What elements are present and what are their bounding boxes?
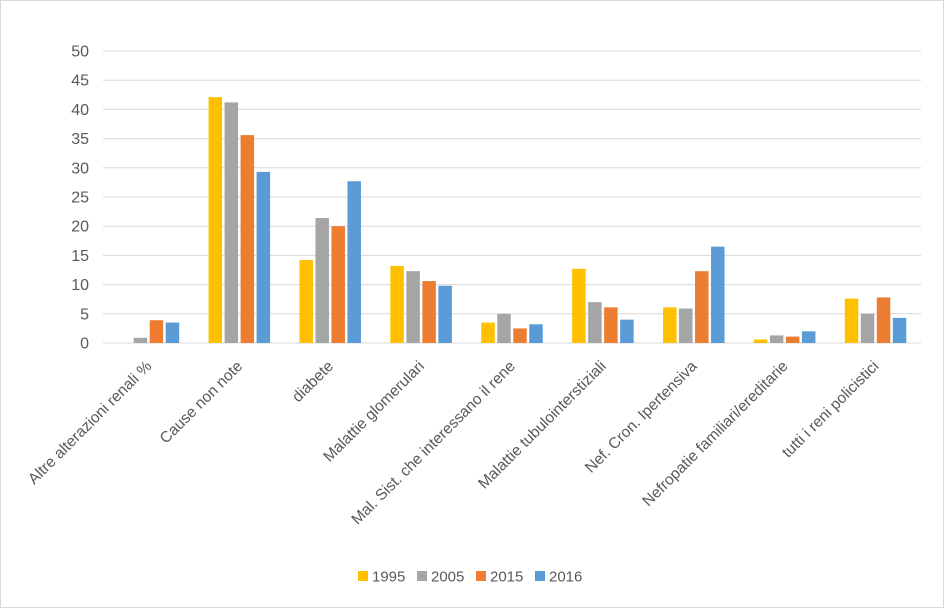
bar-1995-3 (299, 260, 313, 343)
bar-1995-6 (572, 268, 586, 343)
y-tick-label: 20 (71, 219, 89, 236)
x-category-label: Nefropatie familiari/ereditarie (639, 358, 791, 510)
bar-2015-2 (240, 135, 255, 343)
bar-1995-8 (753, 339, 768, 343)
legend-swatch-1995 (358, 571, 368, 581)
legend-swatch-2005 (417, 571, 427, 581)
x-category-label: Mal. Sist. che interessano il rene (348, 358, 518, 528)
bar-1995-2 (208, 97, 223, 343)
y-tick-label: 5 (80, 306, 89, 323)
bar-1995-4 (390, 265, 404, 343)
bar-2015-5 (513, 328, 527, 343)
bar-2005-8 (769, 335, 784, 343)
bar-1995-9 (844, 298, 859, 343)
y-axis-ticks: 0 5 10 15 20 25 30 35 40 45 50 (71, 44, 89, 353)
legend-swatch-2016 (535, 571, 545, 581)
bar-2015-7 (695, 271, 709, 343)
bar-2015-3 (331, 226, 345, 343)
legend: 1995 2005 2015 2016 (358, 569, 582, 586)
legend-label-2005: 2005 (431, 569, 464, 586)
bar-2016-2 (256, 171, 271, 343)
bar-2005-5 (497, 313, 511, 343)
bar-1995-5 (481, 322, 495, 343)
y-tick-label: 50 (71, 44, 89, 61)
bar-2005-2 (224, 102, 239, 343)
bar-1995-7 (663, 307, 677, 343)
bar-2016-4 (438, 285, 452, 343)
y-tick-label: 25 (71, 190, 89, 207)
x-category-label: diabete (289, 358, 337, 406)
bar-2016-1 (165, 322, 180, 343)
y-tick-label: 35 (71, 131, 89, 148)
bar-2016-5 (529, 324, 543, 343)
legend-swatch-2015 (476, 571, 486, 581)
y-tick-label: 40 (71, 102, 89, 119)
x-category-label: Cause non note (157, 358, 246, 447)
bar-2005-9 (860, 313, 875, 343)
bar-2016-3 (347, 181, 361, 343)
x-category-label: tutti i reni policistici (779, 358, 882, 461)
bar-2015-6 (604, 307, 618, 343)
x-category-label: Malattie glomerulari (320, 358, 428, 466)
bars (133, 97, 907, 343)
bar-2005-1 (133, 337, 148, 343)
legend-label-2016: 2016 (549, 569, 582, 586)
bar-2005-4 (406, 271, 420, 343)
x-category-label: Altre alterazioni renali % (25, 358, 155, 488)
bar-2005-3 (315, 218, 329, 343)
y-tick-label: 30 (71, 160, 89, 177)
x-axis-labels: Altre alterazioni renali % Cause non note… (25, 358, 882, 529)
bar-2005-6 (588, 302, 602, 343)
bar-2016-9 (892, 317, 907, 343)
bar-2016-6 (620, 319, 634, 343)
bar-2015-9 (876, 297, 891, 343)
bar-2005-7 (679, 308, 693, 343)
bar-2015-8 (785, 336, 800, 343)
bar-2015-4 (422, 281, 436, 343)
y-tick-label: 0 (80, 336, 89, 353)
legend-label-2015: 2015 (490, 569, 523, 586)
y-tick-label: 10 (71, 277, 89, 294)
bar-2016-8 (801, 331, 816, 343)
legend-label-1995: 1995 (372, 569, 405, 586)
y-tick-label: 15 (71, 248, 89, 265)
bar-2016-7 (711, 246, 725, 343)
bar-2015-1 (149, 320, 164, 343)
y-tick-label: 45 (71, 73, 89, 90)
gridlines (103, 50, 921, 344)
